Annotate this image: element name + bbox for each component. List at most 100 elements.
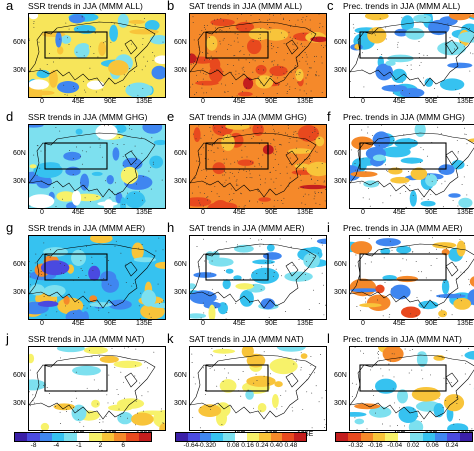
lon-tick-label: 45E [233,209,246,216]
colorbar-tick-label: -0.64 [183,442,199,449]
lon-tick-label: 0 [201,98,205,105]
field-patch [247,38,262,55]
colorbar-swatch [113,433,127,441]
field-patch [437,41,466,56]
field-patch [29,194,55,208]
trend-map [28,346,166,431]
field-patch [108,299,132,310]
field-patch [29,284,45,296]
colorbar-sat [175,432,307,442]
field-patch [149,35,165,45]
trend-map [189,124,327,209]
field-patch [41,162,60,169]
field-patch [190,53,197,64]
significance-dots [29,125,163,207]
colorbar-swatch [258,433,271,441]
colorbar-swatch [64,433,77,441]
lat-tick-label: 60N [13,39,26,46]
field-patch [252,259,275,265]
field-patch [63,295,70,305]
lat-tick-label: 30N [174,67,187,74]
field-patch [190,290,217,305]
field-patch [237,91,253,97]
field-patch [408,420,424,430]
field-patch [470,14,474,19]
field-patch [237,159,254,166]
field-patch [433,403,445,418]
field-patch [91,399,100,408]
colorbar-swatch [385,433,398,441]
panel-title: Prec. trends in JJA (MMM AER) [343,223,463,233]
lat-tick-label: 30N [174,289,187,296]
panel-letter: k [167,331,174,346]
colorbar-pre [335,432,473,442]
field-patch [464,350,474,360]
field-patch [57,81,80,94]
field-patch [212,162,226,175]
field-patch [212,348,236,354]
colorbar-swatch [459,433,472,441]
colorbar-swatch [27,433,40,441]
field-patch [258,197,271,202]
field-patch [367,27,387,44]
field-patch [425,174,438,187]
colorbar-tick-label: 2 [98,442,103,449]
field-patch [49,69,58,88]
lon-tick-label: 90E [425,320,438,327]
colorbar-tick-label: 0.16 [241,442,254,449]
trend-map [349,235,474,320]
field-patch [375,63,393,81]
panel-title: SAT trends in JJA (MMM AER) [189,223,305,233]
field-patch [438,310,447,318]
lon-tick-label: 45E [233,320,246,327]
field-patch [245,389,254,400]
coastline [350,132,474,198]
study-region-box [359,253,447,281]
colorbar-swatch [138,433,151,441]
field-patch [299,184,326,190]
colorbar-swatch [176,433,188,441]
field-patch [71,249,86,266]
field-patch [117,411,133,425]
study-region-box [44,142,108,170]
field-patch [397,389,408,404]
field-patch [246,375,276,387]
colorbar-swatch [126,433,139,441]
colorbar-swatch [235,433,247,441]
field-patch [211,200,230,208]
field-patch [61,35,72,44]
coastline [285,150,299,166]
field-patch [458,197,473,208]
colorbar-tick-label: -1 [76,442,82,449]
coastline [285,261,299,277]
colorbar-swatch [270,433,283,441]
lon-tick-label: 45E [233,98,246,105]
field-patch [190,313,207,319]
field-patch [381,146,411,158]
lon-tick-label: 0 [40,320,44,327]
panel-title: SSR trends in JJA (MMM ALL) [28,1,143,11]
panel-letter: e [167,109,175,124]
field-patch [29,14,39,20]
trend-map [189,13,327,98]
field-patch [443,394,465,412]
field-patch [193,127,201,143]
field-patch [29,125,44,128]
coastline [350,243,474,309]
field-patch [133,257,156,263]
colorbar-tick-label: 6 [121,442,125,449]
field-patch [391,68,407,83]
field-patch [55,31,62,48]
field-patch [439,78,465,91]
field-patch [91,171,103,176]
field-patch [72,365,101,376]
field-patch [141,289,157,307]
field-patch [76,24,96,34]
field-patch [385,60,396,66]
field-patch [469,276,474,287]
field-patch [288,148,312,154]
field-patch [416,351,428,367]
field-patch [396,245,412,254]
significance-dots [350,16,474,97]
field-patch [390,284,411,300]
